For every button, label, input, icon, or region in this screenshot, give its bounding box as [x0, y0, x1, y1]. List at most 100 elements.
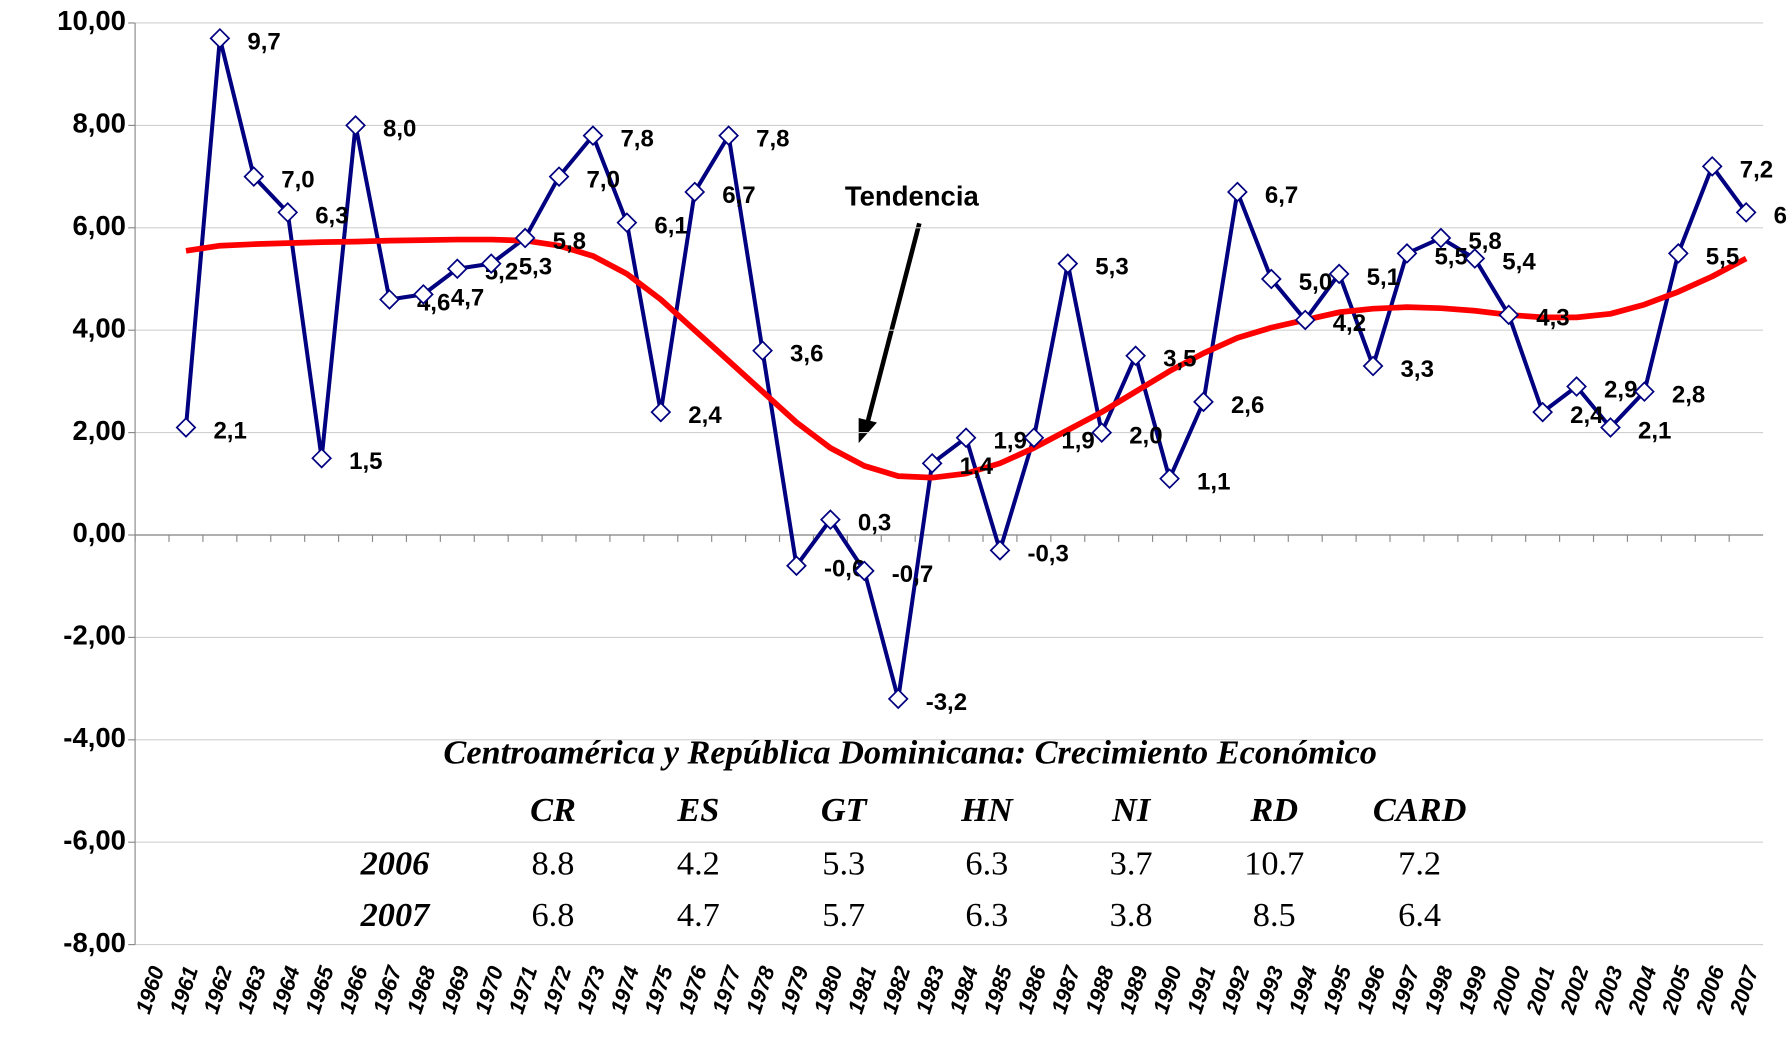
- marker: [1125, 345, 1147, 367]
- data-label: 2,0: [1129, 423, 1162, 450]
- marker: [752, 340, 773, 362]
- data-label: 1,1: [1197, 469, 1230, 496]
- data-label: 3,3: [1401, 356, 1434, 383]
- data-label: 7,0: [281, 167, 314, 194]
- data-label: 2,1: [1638, 417, 1671, 444]
- table-cell: 4.2: [677, 845, 720, 883]
- data-label: 1,4: [960, 453, 994, 480]
- y-tick-label: 0,00: [72, 517, 125, 548]
- marker: [379, 289, 400, 310]
- marker: [209, 27, 231, 49]
- data-label: 2,9: [1604, 376, 1637, 403]
- data-label: 6,7: [722, 182, 755, 209]
- marker: [1735, 202, 1757, 223]
- marker: [616, 212, 638, 234]
- table-header: CARD: [1373, 791, 1466, 829]
- marker: [1193, 391, 1214, 413]
- data-label: 5,1: [1367, 264, 1400, 291]
- marker: [311, 447, 333, 469]
- marker: [820, 509, 841, 531]
- data-label: 5,3: [519, 254, 552, 281]
- data-label: 5,3: [1095, 254, 1128, 281]
- data-label: 5,5: [1706, 243, 1739, 270]
- marker: [1498, 304, 1520, 326]
- table-header: CR: [530, 791, 576, 829]
- table-cell: 5.3: [822, 845, 865, 883]
- marker: [480, 253, 502, 275]
- table-header: GT: [821, 791, 869, 829]
- marker: [1667, 243, 1689, 264]
- marker: [582, 125, 604, 147]
- data-label: 5,8: [553, 228, 586, 255]
- table-cell: 8.5: [1253, 896, 1296, 934]
- table-cell: 8.8: [532, 845, 575, 883]
- marker: [1294, 309, 1316, 331]
- marker: [413, 283, 434, 305]
- marker: [1532, 401, 1554, 423]
- marker: [446, 258, 468, 280]
- data-label: 1,9: [994, 428, 1027, 455]
- marker: [1634, 381, 1655, 403]
- arrow: [858, 222, 922, 444]
- marker: [1328, 263, 1350, 285]
- marker: [1396, 243, 1418, 264]
- data-label: 3,6: [790, 341, 823, 368]
- marker: [786, 555, 807, 577]
- table-cell: 6.8: [532, 896, 575, 934]
- annotation: Tendencia: [845, 180, 980, 211]
- data-label: 5,5: [1434, 243, 1467, 270]
- marker: [921, 452, 943, 474]
- data-label: 9,7: [247, 28, 280, 55]
- marker: [718, 125, 740, 147]
- table-cell: 6.3: [965, 845, 1008, 883]
- table-cell: 3.8: [1110, 896, 1153, 934]
- data-label: 2,1: [213, 417, 246, 444]
- y-tick-label: 2,00: [72, 415, 125, 446]
- marker: [1362, 355, 1384, 377]
- table-cell: 6.4: [1398, 896, 1441, 934]
- table-header: RD: [1249, 791, 1298, 829]
- data-label: 6,3: [315, 202, 348, 229]
- y-tick-label: 8,00: [72, 108, 125, 139]
- marker: [1227, 181, 1248, 203]
- marker: [345, 115, 366, 136]
- data-label: 7,8: [756, 126, 789, 153]
- marker: [514, 227, 536, 249]
- marker: [1091, 422, 1113, 443]
- data-label: 2,4: [1570, 402, 1604, 429]
- y-tick-label: -8,00: [63, 927, 126, 958]
- data-label: 7,2: [1740, 156, 1773, 183]
- marker: [1260, 268, 1282, 290]
- table-header: HN: [960, 791, 1014, 829]
- marker: [955, 427, 977, 449]
- table-title: Centroamérica y República Dominicana: Cr…: [443, 734, 1376, 772]
- marker: [853, 560, 875, 582]
- y-tick-label: 6,00: [72, 210, 125, 241]
- marker: [1566, 376, 1587, 397]
- marker: [684, 181, 706, 203]
- table-header: ES: [676, 791, 719, 829]
- y-tick-label: -6,00: [63, 824, 126, 855]
- marker: [243, 166, 265, 187]
- marker: [1023, 427, 1045, 449]
- data-label: -0,7: [892, 561, 933, 588]
- data-label: 6,1: [654, 213, 687, 240]
- row-label: 2007: [360, 896, 431, 934]
- data-label: 4,3: [1536, 305, 1569, 332]
- data-label: 3,5: [1163, 346, 1196, 373]
- marker: [175, 417, 197, 438]
- marker: [1701, 155, 1723, 177]
- table-cell: 3.7: [1110, 845, 1153, 883]
- y-tick-label: -4,00: [63, 722, 126, 753]
- data-label: 5,4: [1502, 248, 1536, 275]
- data-label: 0,3: [858, 510, 891, 537]
- data-label: -3,2: [926, 689, 967, 716]
- data-label: 1,5: [349, 448, 382, 475]
- y-tick-label: -2,00: [63, 620, 126, 651]
- x-tick-label: 2007: [1724, 962, 1763, 1018]
- table-cell: 7.2: [1398, 845, 1441, 883]
- series-line: [183, 36, 1748, 701]
- data-label: 2,6: [1231, 392, 1264, 419]
- data-label: 1,9: [1061, 428, 1094, 455]
